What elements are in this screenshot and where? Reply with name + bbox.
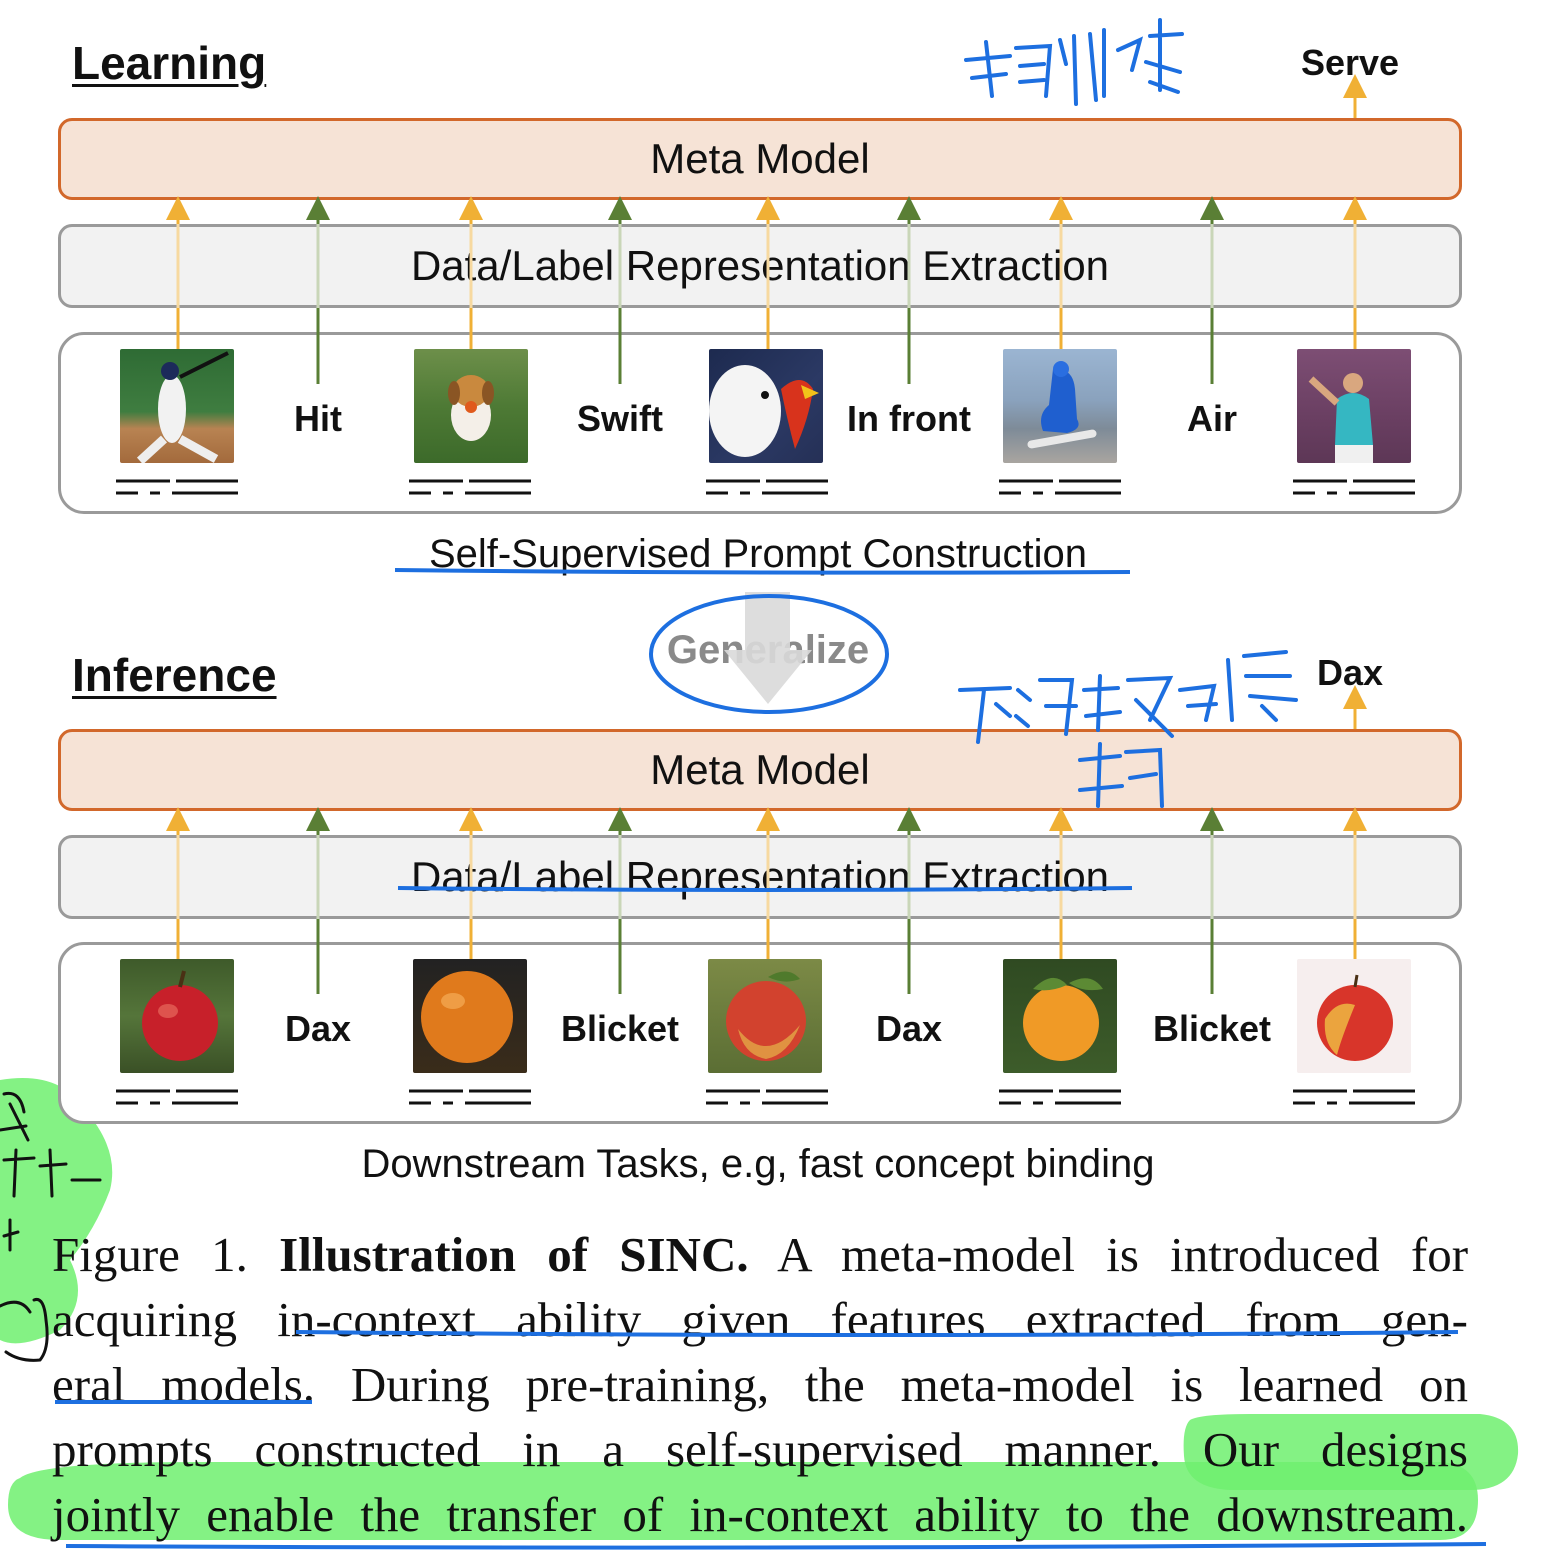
- inference-label-2: Blicket: [560, 1008, 680, 1049]
- arrow-group: [166, 74, 1367, 994]
- inference-downstream-caption: Downstream Tasks, e.g, fast concept bind…: [361, 1142, 1155, 1186]
- caption-title: Illustration of SINC.: [279, 1227, 749, 1282]
- caption-line-1: Figure 1. Illustration of SINC. A meta-m…: [52, 1222, 1468, 1287]
- inference-meta-model-label: Meta Model: [650, 746, 870, 793]
- learning-label-3: In front: [847, 398, 971, 439]
- inference-label-3: Dax: [875, 1008, 943, 1049]
- generalize-circle-annotation: [649, 594, 889, 714]
- learning-label-2: Swift: [577, 398, 663, 439]
- caption-line-2: acquiring in-context ability given featu…: [52, 1292, 1468, 1347]
- orange-image-1: [413, 959, 527, 1073]
- learning-prompt-caption: Self-Supervised Prompt Construction: [428, 532, 1088, 576]
- caption-line-1-rest: A meta-model is introduced for: [777, 1227, 1469, 1282]
- orange-image-2: [1003, 959, 1117, 1073]
- apple-image-1: [120, 959, 234, 1073]
- learning-label-1: Hit: [294, 398, 342, 439]
- handwriting-downstream-scribble: [958, 650, 1298, 808]
- underline-in-context: [295, 1330, 1459, 1337]
- caption-figure-number: Figure 1.: [52, 1227, 248, 1282]
- learning-label-4: Air: [1186, 398, 1238, 439]
- handwriting-margin-scribble: [0, 1091, 102, 1362]
- learning-title: Learning: [72, 37, 267, 89]
- green-highlight-right: [1183, 1414, 1519, 1490]
- inference-representation-box: Data/Label Representation Extraction: [58, 835, 1462, 919]
- westie-parrot-image: [709, 349, 823, 463]
- green-highlight-left: [0, 1078, 113, 1344]
- baseball-player-image: [120, 349, 234, 463]
- learning-representation-label: Data/Label Representation Extraction: [410, 242, 1110, 289]
- dash-group: [116, 479, 1415, 1105]
- inference-meta-model-box: Meta Model: [58, 729, 1462, 811]
- underline-last-line: [65, 1542, 1487, 1550]
- handwriting-pretraining-scribble: [964, 18, 1184, 106]
- inference-representation-label: Data/Label Representation Extraction: [410, 853, 1110, 900]
- inference-label-1: Dax: [284, 1008, 352, 1049]
- green-highlight-bottom: [8, 1462, 1478, 1540]
- inference-label-4: Blicket: [1152, 1008, 1272, 1049]
- inference-title: Inference: [72, 649, 277, 701]
- snowboarder-image: [1003, 349, 1117, 463]
- caption-line-5: jointly enable the transfer of in-contex…: [52, 1487, 1468, 1542]
- apple-image-3: [1297, 959, 1411, 1073]
- generalize-arrow-icon: [724, 592, 812, 704]
- dog-image: [414, 349, 528, 463]
- learning-meta-model-box: Meta Model: [58, 118, 1462, 200]
- learning-representation-box: Data/Label Representation Extraction: [58, 224, 1462, 308]
- learning-meta-model-label: Meta Model: [650, 135, 870, 182]
- caption-line-4: prompts constructed in a self-supervised…: [52, 1422, 1468, 1477]
- tennis-player-image: [1297, 349, 1411, 463]
- apple-image-2: [708, 959, 822, 1073]
- underline-self-supervised: [394, 568, 1131, 575]
- underline-representation: [397, 886, 1133, 892]
- figure-caption: Figure 1. Illustration of SINC. A meta-m…: [52, 1222, 1468, 1547]
